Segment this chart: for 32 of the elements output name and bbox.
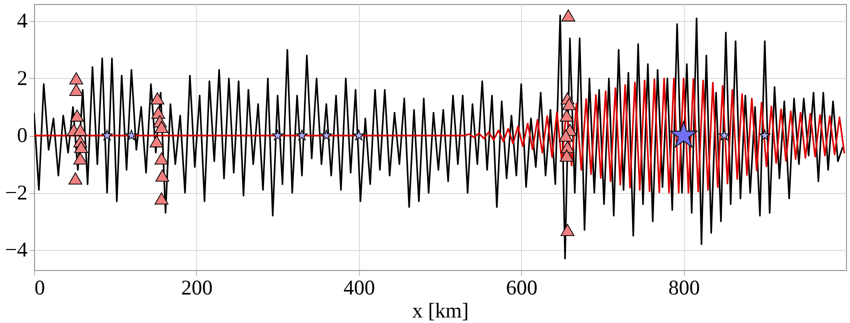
point [150, 135, 164, 148]
x-tick-label: 600 [506, 276, 538, 300]
point [73, 152, 88, 164]
x-tick-label: 800 [668, 276, 700, 300]
point [560, 150, 574, 162]
x-axis-title: x [km] [412, 298, 469, 322]
point [561, 9, 576, 22]
point [154, 152, 168, 164]
point [558, 130, 573, 142]
y-tick-label: 0 [17, 123, 28, 148]
y-tick-label: 2 [17, 66, 28, 90]
y-tick-label: −2 [5, 180, 28, 204]
point [560, 224, 574, 236]
point [73, 124, 88, 136]
point [68, 172, 82, 185]
x-tick-label: 200 [181, 276, 213, 300]
x-tick-label: 0 [34, 276, 45, 300]
point [74, 140, 88, 154]
x-tick-label: 400 [344, 276, 376, 300]
line-series [34, 78, 846, 194]
point [70, 110, 84, 122]
point [69, 72, 84, 84]
point [562, 98, 576, 110]
point [154, 192, 168, 205]
point [154, 120, 168, 134]
point [150, 92, 164, 104]
y-tick-label: 4 [17, 8, 28, 33]
y-tick-label: −4 [5, 237, 28, 262]
point [560, 110, 574, 122]
point [560, 140, 574, 154]
point [155, 170, 170, 182]
point [69, 84, 84, 96]
